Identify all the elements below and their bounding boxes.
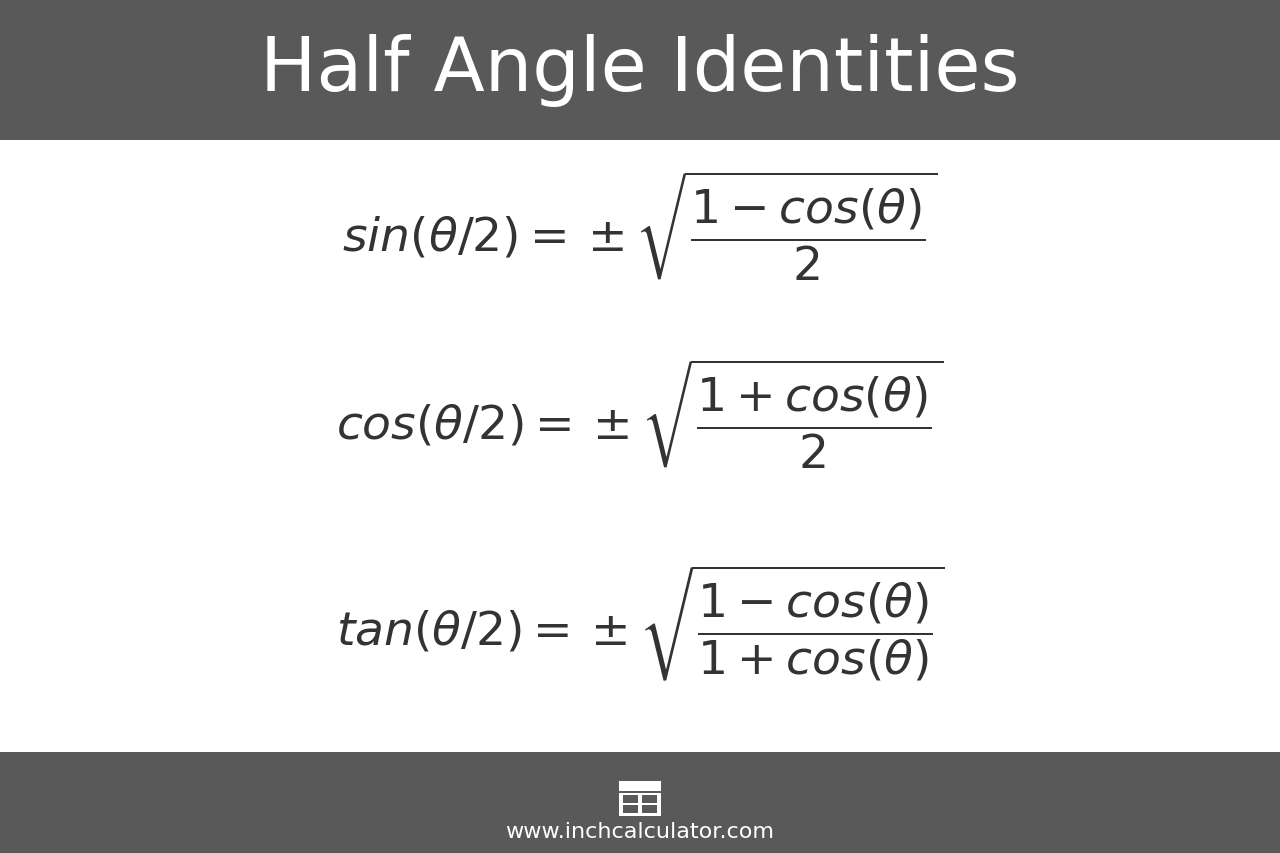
Bar <box>623 795 639 803</box>
Bar <box>620 792 662 815</box>
Text: www.inchcalculator.com: www.inchcalculator.com <box>506 821 774 841</box>
Bar <box>623 805 639 813</box>
Bar <box>620 781 662 791</box>
Text: $sin(\theta/2) = \pm\sqrt{\dfrac{1 - cos(\theta)}{2}}$: $sin(\theta/2) = \pm\sqrt{\dfrac{1 - cos… <box>342 169 938 283</box>
Bar <box>0 752 1280 853</box>
Text: Half Angle Identities: Half Angle Identities <box>260 34 1020 107</box>
Bar <box>0 141 1280 752</box>
Bar <box>641 795 658 803</box>
Text: $cos(\theta/2) = \pm\sqrt{\dfrac{1 + cos(\theta)}{2}}$: $cos(\theta/2) = \pm\sqrt{\dfrac{1 + cos… <box>337 357 943 471</box>
Bar <box>0 0 1280 141</box>
Bar <box>641 805 658 813</box>
Text: $tan(\theta/2) = \pm\sqrt{\dfrac{1 - cos(\theta)}{1 + cos(\theta)}}$: $tan(\theta/2) = \pm\sqrt{\dfrac{1 - cos… <box>335 563 945 682</box>
